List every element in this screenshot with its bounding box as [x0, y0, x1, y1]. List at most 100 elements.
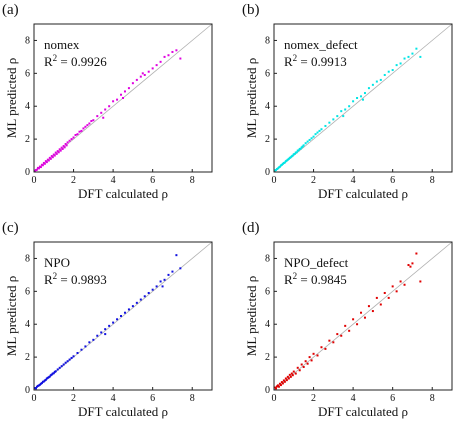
data-point [34, 387, 37, 390]
panel-1: (a) 0 2 4 6 8 0 2 4 6 8 DFT calculated ρ ML predicte… [2, 2, 213, 201]
y-tick-label: 2 [265, 352, 270, 363]
data-point [362, 98, 364, 101]
data-point [61, 147, 64, 150]
data-point [175, 254, 178, 257]
data-point [411, 52, 414, 55]
y-tick-label: 6 [25, 286, 30, 297]
data-point [159, 60, 162, 63]
r2-annotation: R2 = 0.9845 [284, 271, 347, 287]
data-point [84, 125, 87, 128]
data-point [363, 316, 366, 319]
panels-root: (a) 0 2 4 6 8 0 2 4 6 8 DFT calculated ρ ML predicte… [2, 2, 453, 419]
data-point [155, 64, 158, 67]
data-point [316, 131, 319, 134]
r2-symbol: R [284, 54, 293, 69]
data-point [64, 143, 67, 146]
data-point [74, 134, 77, 136]
data-point [407, 264, 410, 267]
data-point [171, 270, 174, 273]
y-tick-label: 0 [25, 385, 30, 396]
reference-line [273, 241, 453, 391]
data-point [131, 82, 134, 85]
data-point [50, 155, 53, 158]
data-point [143, 73, 146, 76]
data-point [332, 341, 335, 344]
data-point [348, 329, 351, 332]
r2-value: = 0.9913 [297, 54, 347, 69]
data-point [336, 333, 339, 336]
data-point [63, 146, 66, 149]
data-point [411, 262, 414, 265]
x-tick-label: 8 [190, 175, 195, 186]
data-point [367, 305, 370, 308]
y-tick-label: 4 [25, 101, 30, 112]
data-point [151, 67, 154, 70]
data-point [122, 97, 124, 99]
data-point [306, 140, 309, 143]
data-point [287, 377, 290, 380]
data-point [96, 334, 99, 337]
data-point [151, 288, 154, 291]
data-point [363, 92, 366, 95]
data-point [54, 151, 57, 154]
data-point [415, 252, 418, 255]
data-point [135, 78, 138, 81]
data-point [304, 360, 307, 363]
data-point [43, 162, 46, 165]
data-point [68, 139, 71, 142]
data-point [179, 267, 182, 270]
data-point [320, 128, 323, 131]
x-tick-label: 2 [71, 393, 76, 404]
r2-superscript: 2 [53, 53, 58, 63]
data-point [135, 301, 138, 304]
x-tick-label: 8 [190, 393, 195, 404]
data-point [291, 154, 294, 157]
data-point [286, 375, 289, 378]
data-point [58, 148, 61, 151]
data-point [352, 318, 355, 321]
data-point [336, 115, 339, 118]
data-point [318, 129, 321, 132]
scatter-points [273, 47, 422, 172]
y-axis-title: ML predicted ρ [4, 58, 19, 138]
data-point [308, 356, 311, 359]
y-axis-title: ML predicted ρ [4, 276, 19, 356]
data-point [296, 366, 299, 369]
data-point [403, 57, 406, 60]
data-point [70, 138, 73, 141]
data-point [120, 93, 123, 96]
data-point [306, 362, 309, 365]
x-tick-label: 4 [111, 175, 116, 186]
x-tick-label: 0 [272, 393, 277, 404]
x-tick-label: 2 [311, 175, 316, 186]
data-point [320, 346, 323, 349]
data-point [112, 100, 115, 103]
data-point [419, 55, 422, 58]
data-point [127, 87, 130, 90]
data-point [92, 338, 95, 341]
y-tick-label: 2 [25, 134, 30, 145]
data-point [167, 273, 170, 276]
dataset-label: nomex [44, 37, 80, 52]
data-point [300, 363, 303, 366]
panel-tag: (a) [2, 2, 19, 18]
data-point [302, 365, 305, 368]
data-point [302, 144, 305, 147]
panel-3: (c) 0 2 4 6 8 0 2 4 6 8 DFT calculated ρ ML predicte… [2, 220, 213, 419]
x-tick-label: 2 [311, 393, 316, 404]
data-point [104, 328, 107, 331]
data-point [127, 308, 130, 311]
data-point [391, 285, 394, 288]
data-point [356, 97, 359, 99]
y-tick-label: 2 [265, 134, 270, 145]
data-point [64, 361, 67, 364]
data-point [299, 147, 302, 150]
data-point [72, 355, 75, 358]
y-tick-label: 8 [265, 253, 270, 264]
dataset-label: nomex_defect [284, 37, 358, 52]
data-point [123, 90, 126, 93]
data-point [70, 356, 73, 359]
data-point [48, 375, 51, 378]
data-point [340, 110, 343, 113]
data-point [82, 127, 85, 130]
